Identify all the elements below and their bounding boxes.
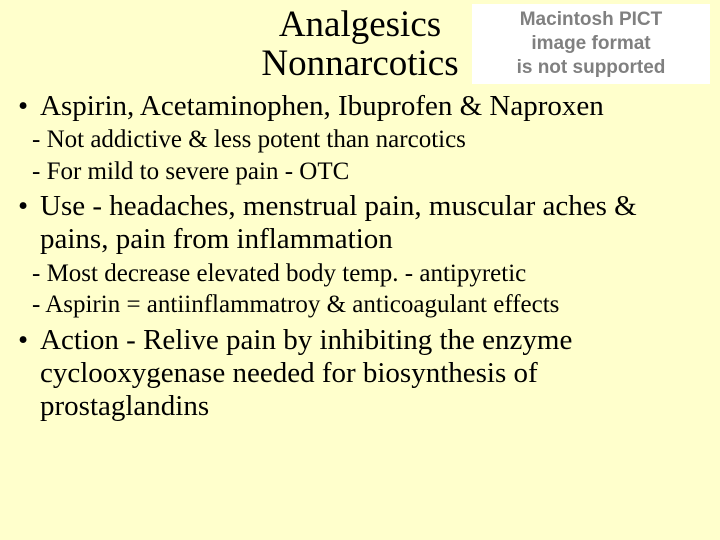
slide: Macintosh PICT image format is not suppo… [0, 0, 720, 540]
sub-item-1b: - For mild to severe pain - OTC [10, 157, 710, 187]
bullet-list-3: Action - Relive pain by inhibiting the e… [10, 324, 710, 424]
sub-item-2a: - Most decrease elevated body temp. - an… [10, 259, 710, 289]
bullet-item-2: Use - headaches, menstrual pain, muscula… [10, 190, 710, 257]
bullet-list-2: Use - headaches, menstrual pain, muscula… [10, 190, 710, 257]
sub-item-2b: - Aspirin = antiinflammatroy & anticoagu… [10, 290, 710, 320]
pict-placeholder-text: Macintosh PICT image format is not suppo… [517, 8, 666, 79]
pict-line1: Macintosh PICT [520, 9, 663, 30]
bullet-list: Aspirin, Acetaminophen, Ibuprofen & Napr… [10, 90, 710, 123]
bullet1-text: Aspirin, Acetaminophen, Ibuprofen & Napr… [40, 90, 604, 122]
body-content: Aspirin, Acetaminophen, Ibuprofen & Napr… [10, 90, 710, 424]
sub-item-1a: - Not addictive & less potent than narco… [10, 125, 710, 155]
bullet3-text: Action - Relive pain by inhibiting the e… [40, 324, 572, 423]
bullet2-text: Use - headaches, menstrual pain, muscula… [40, 190, 637, 255]
bullet-item-3: Action - Relive pain by inhibiting the e… [10, 324, 710, 424]
bullet-item-1: Aspirin, Acetaminophen, Ibuprofen & Napr… [10, 90, 710, 123]
pict-line3: is not supported [517, 57, 666, 78]
pict-placeholder: Macintosh PICT image format is not suppo… [472, 4, 710, 84]
pict-line2: image format [531, 33, 650, 54]
